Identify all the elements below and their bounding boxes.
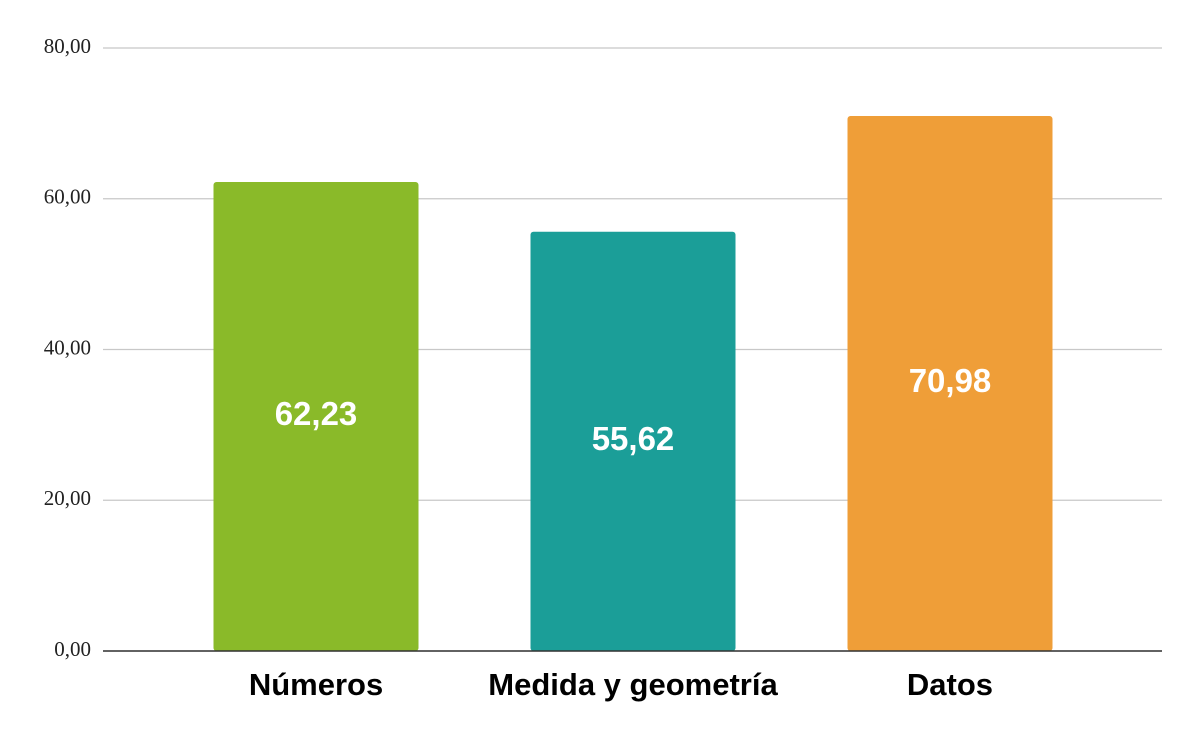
bar <box>530 231 736 651</box>
bar <box>847 115 1053 651</box>
y-tick-label: 60,00 <box>44 185 91 209</box>
y-tick-label: 80,00 <box>44 34 91 58</box>
y-tick-label: 20,00 <box>44 486 91 510</box>
value-label: 55,62 <box>592 420 675 457</box>
x-tick-label: Medida y geometría <box>488 667 778 702</box>
x-tick-label: Números <box>249 667 383 702</box>
bar <box>213 181 419 651</box>
value-label: 62,23 <box>275 395 358 432</box>
y-tick-label: 40,00 <box>44 335 91 359</box>
y-tick-label: 0,00 <box>54 637 91 661</box>
x-tick-label: Datos <box>907 667 993 702</box>
value-label: 70,98 <box>909 362 992 399</box>
